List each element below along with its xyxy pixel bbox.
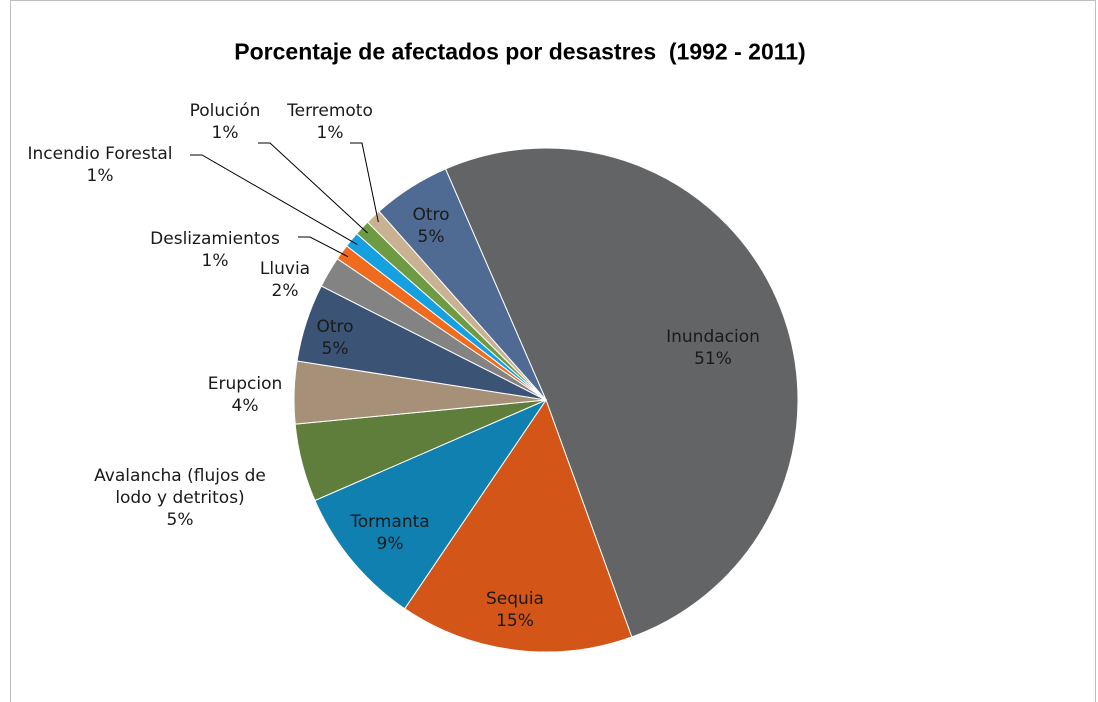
data-label: Otro 5%	[412, 204, 449, 248]
data-label: Avalancha (flujos de lodo y detritos) 5%	[75, 465, 285, 531]
label-value: 1%	[201, 251, 229, 271]
label-value: 1%	[316, 123, 344, 143]
label-category: Lluvia	[259, 259, 311, 279]
leader-line	[298, 236, 349, 258]
label-value: 5%	[166, 510, 194, 530]
label-category: Tormanta	[350, 512, 430, 532]
label-category: Otro	[412, 205, 450, 225]
label-value: 9%	[376, 534, 404, 554]
label-value: 4%	[231, 396, 259, 416]
data-label: Inundacion 51%	[666, 326, 760, 370]
pie-slice	[404, 398, 633, 653]
data-label: Tormanta 9%	[350, 511, 429, 555]
data-label: Sequia 15%	[486, 588, 544, 632]
label-value: 5%	[321, 339, 349, 359]
chart-frame	[10, 0, 1096, 702]
data-label: Erupcion 4%	[208, 373, 283, 417]
pie-slice	[444, 147, 799, 638]
label-value: 5%	[417, 227, 445, 247]
leader-line	[258, 142, 368, 234]
leader-line	[350, 142, 379, 223]
label-category: Otro	[316, 317, 354, 337]
label-category: Erupcion	[207, 374, 283, 394]
data-label: Incendio Forestal 1%	[28, 143, 173, 187]
data-label: Deslizamientos 1%	[150, 228, 280, 272]
label-category: Sequia	[486, 589, 544, 609]
data-label: Terremoto 1%	[287, 100, 373, 144]
pie-slice	[314, 398, 548, 610]
data-label: Otro 5%	[316, 316, 353, 360]
label-value: 15%	[496, 611, 534, 631]
label-category: Inundacion	[666, 327, 760, 347]
label-category: Polución	[189, 101, 261, 121]
chart-title: Porcentaje de afectados por desastres (1…	[234, 38, 806, 65]
label-value: 1%	[211, 123, 239, 143]
label-category: Deslizamientos	[150, 229, 280, 249]
label-category: Incendio Forestal	[27, 144, 173, 164]
label-category: Terremoto	[287, 101, 373, 121]
label-value: 2%	[271, 281, 299, 301]
label-category: Avalancha (flujos de lodo y detritos)	[94, 466, 266, 508]
data-label: Polución 1%	[190, 100, 261, 144]
pie-slice	[378, 168, 547, 401]
label-value: 1%	[86, 166, 114, 186]
label-value: 51%	[694, 349, 732, 369]
leader-line	[190, 154, 358, 245]
data-label: Lluvia 2%	[260, 258, 310, 302]
